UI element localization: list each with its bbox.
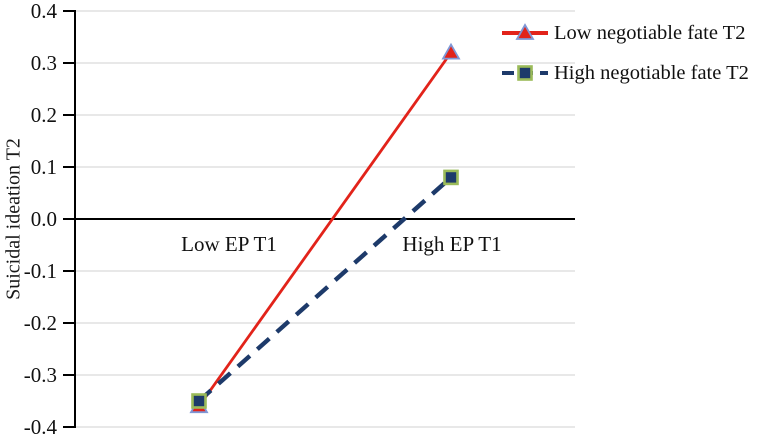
y-tick-label: 0.3 [31, 51, 57, 75]
y-tick-label: 0.1 [31, 155, 57, 179]
y-tick-label: -0.3 [24, 363, 57, 387]
series-low-negotiable-fate-line [197, 51, 453, 408]
legend-item-high-negotiable-fate-square-marker [517, 65, 533, 81]
y-tick-label: 0.4 [31, 0, 58, 23]
series-high-negotiable-fate-square-marker [191, 393, 207, 409]
x-category-label: Low EP T1 [181, 232, 277, 256]
x-category-label: High EP T1 [402, 232, 501, 256]
series-high-negotiable-fate-square-marker [443, 169, 459, 186]
y-tick-label: -0.1 [24, 259, 57, 283]
legend-item-low-negotiable-fate-label: Low negotiable fate T2 [554, 22, 745, 44]
y-axis-title: Suicidal ideation T2 [2, 138, 25, 300]
legend-item-low-negotiable-fate-triangle-marker [515, 23, 535, 40]
y-tick-label: 0.0 [31, 207, 57, 231]
y-tick-label: -0.4 [24, 415, 58, 439]
legend-item-high-negotiable-fate-label: High negotiable fate T2 [554, 62, 749, 84]
series-low-negotiable-fate-triangle-marker [441, 42, 461, 60]
series-high-negotiable-fate-line [197, 175, 453, 403]
y-tick-label: -0.2 [24, 311, 57, 335]
y-tick-label: 0.2 [31, 103, 57, 127]
